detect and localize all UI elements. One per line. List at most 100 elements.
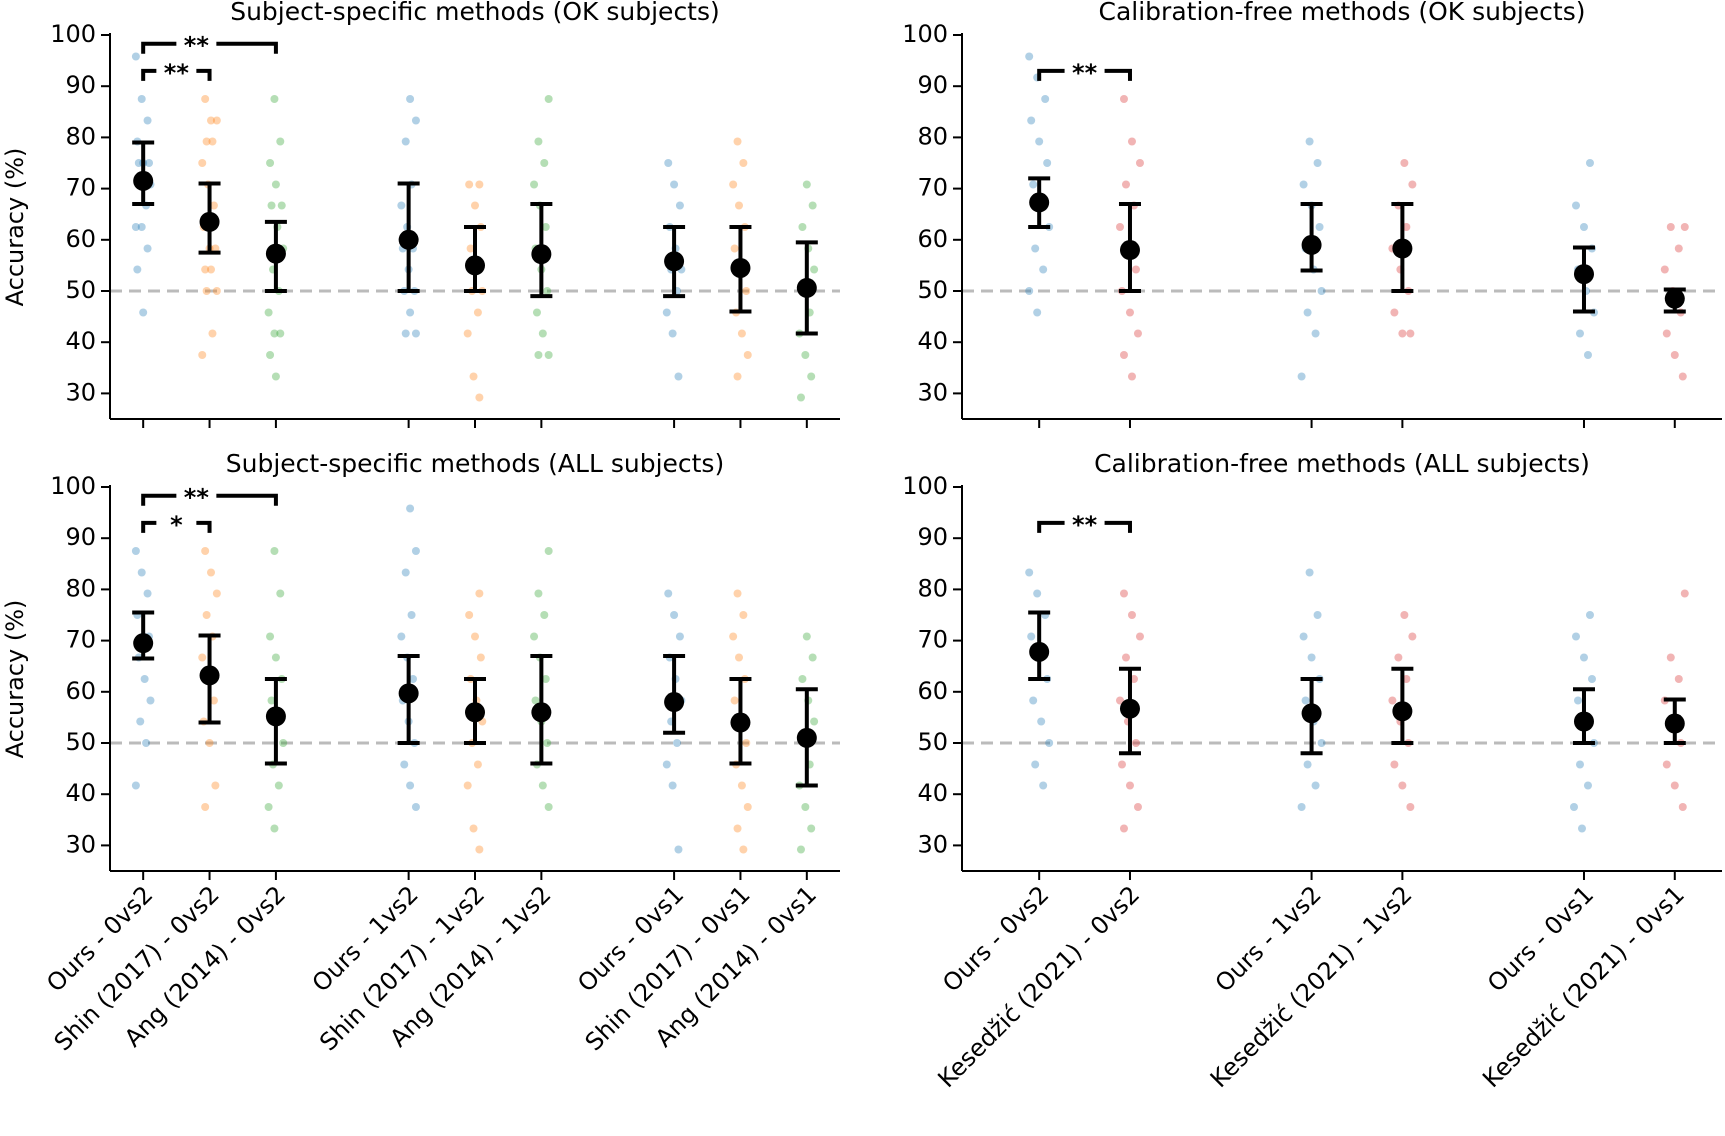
data-point [407,611,416,619]
data-point [1029,696,1038,705]
data-point [212,589,221,598]
data-point [1299,632,1308,641]
mean-marker [398,683,419,704]
mean-marker [664,692,685,713]
data-point [1311,329,1320,338]
data-point [279,739,288,747]
label-bg [176,483,217,508]
y-tick-label: 90 [917,71,948,99]
mean-marker [664,251,685,272]
data-point [277,201,286,210]
data-point [544,803,553,811]
data-point [737,329,746,338]
data-point [538,781,547,790]
data-point [1573,696,1582,705]
data-point [1579,223,1588,231]
data-point [397,632,406,641]
data-point [733,824,742,833]
data-point [534,589,543,598]
data-point [730,244,739,253]
data-point [540,611,549,619]
y-tick-label: 90 [65,523,96,551]
data-point [267,201,276,210]
data-point [1127,372,1136,381]
data-point [471,632,479,641]
data-point [411,547,420,555]
data-point [1035,137,1044,146]
y-tick-label: 70 [917,626,948,654]
y-tick-label: 60 [65,677,96,705]
data-point [531,696,540,705]
label-bg [156,58,197,83]
data-point [475,180,484,189]
y-tick-label: 30 [65,830,96,858]
y-tick-label: 80 [65,122,96,150]
data-point [668,329,677,338]
data-point [1662,760,1671,769]
y-tick-label: 30 [65,378,96,406]
data-point [143,244,152,253]
data-point [1577,824,1586,833]
data-point [1587,675,1596,683]
data-point [810,717,819,726]
data-point [544,547,553,555]
y-tick-label: 40 [65,327,96,355]
data-point [270,95,279,103]
data-point [733,589,742,598]
data-point [670,180,679,189]
data-point [739,845,748,854]
data-point [662,308,671,317]
data-point [1133,329,1142,338]
data-point [1135,632,1144,641]
data-point [473,308,482,317]
y-tick-label: 100 [50,472,96,500]
data-point [471,201,479,210]
data-point [742,739,751,747]
data-point [1029,180,1038,189]
data-point [202,137,211,146]
data-point [733,137,742,146]
data-point [743,803,752,811]
data-point [1583,351,1592,359]
data-point [201,803,210,811]
mean-marker [133,170,154,191]
panel-title: Calibration-free methods (OK subjects) [1099,0,1586,26]
mean-marker [1029,641,1050,662]
panel-title: Subject-specific methods (OK subjects) [230,0,720,26]
data-point [1408,632,1417,641]
data-point [411,803,420,811]
data-point [131,52,140,61]
data-point [675,201,684,210]
data-point [212,287,221,295]
data-point [409,675,418,683]
data-point [209,696,218,705]
data-point [729,632,738,641]
data-point [798,223,807,231]
data-point [802,180,811,189]
data-point [742,287,751,295]
data-point [1660,265,1669,274]
data-point [469,824,478,833]
y-tick-label: 90 [917,523,948,551]
data-point [1408,180,1417,189]
mean-marker [1573,264,1594,285]
significance-label: ** [1072,59,1098,87]
data-point [1575,760,1584,769]
data-point [734,201,743,210]
data-point [137,95,146,103]
data-point [1575,329,1584,338]
y-tick-label: 50 [65,276,96,304]
mean-marker [1664,713,1685,734]
data-point [737,781,746,790]
data-point [406,504,415,513]
data-point [146,696,155,705]
data-point [801,803,810,811]
data-point [1135,159,1144,167]
data-point [801,351,810,359]
data-point [406,781,415,790]
data-point [1666,653,1675,662]
data-point [207,116,216,125]
y-tick-label: 50 [917,276,948,304]
data-point [1025,568,1034,577]
data-point [202,611,211,619]
